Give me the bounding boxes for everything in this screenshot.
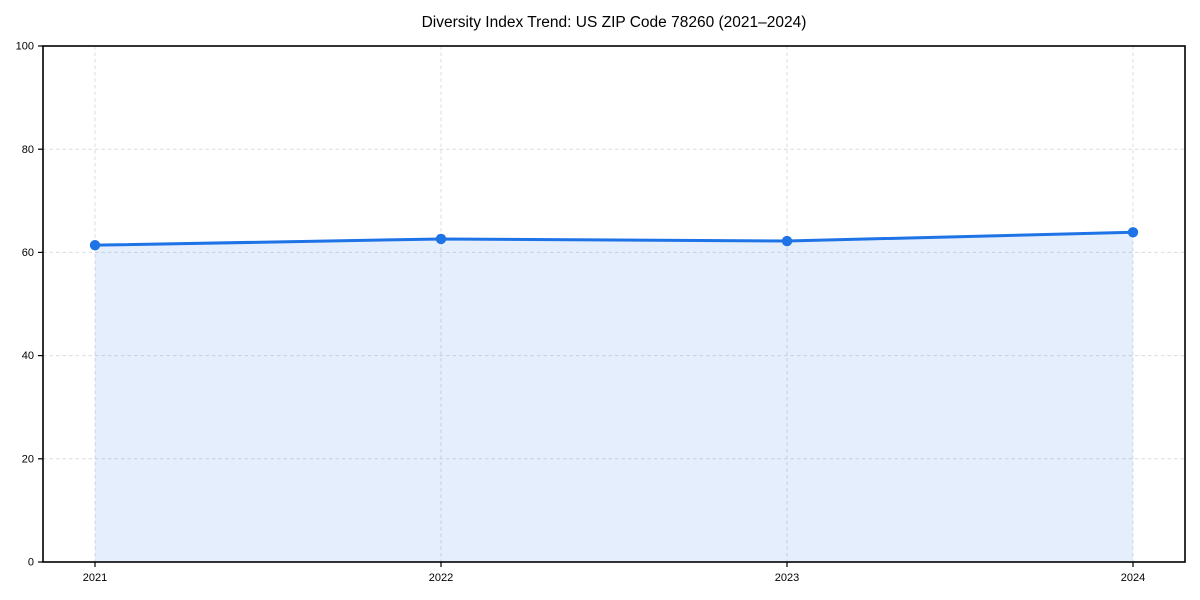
data-point [89, 239, 101, 251]
trend-line [93, 230, 1135, 247]
x-tick-label: 2021 [83, 572, 107, 584]
y-tick-label: 100 [16, 41, 34, 53]
x-tick-label: 2022 [429, 572, 453, 584]
y-tick-label: 80 [22, 144, 34, 156]
area-fill-layer [95, 232, 1133, 562]
y-tick-label: 20 [22, 453, 34, 465]
plot-border [42, 45, 1186, 563]
y-tick-label: 0 [28, 557, 34, 569]
y-tick-label: 60 [22, 247, 34, 259]
axis-ticks-layer [38, 45, 1134, 567]
x-tick-label: 2023 [775, 572, 799, 584]
data-points-layer [89, 227, 1139, 251]
area-fill [95, 232, 1133, 562]
y-tick-label: 40 [22, 350, 34, 362]
axis-labels-layer: 0 20 40 60 80 100 2021 2022 2023 2024 [16, 41, 1146, 584]
chart-title: Diversity Index Trend: US ZIP Code 78260… [422, 14, 807, 31]
x-tick-label: 2024 [1121, 572, 1145, 584]
plot-border-layer [42, 45, 1186, 563]
trend-line-layer [93, 230, 1135, 247]
data-point [1127, 227, 1139, 238]
data-point [435, 233, 447, 245]
data-point [781, 235, 793, 247]
